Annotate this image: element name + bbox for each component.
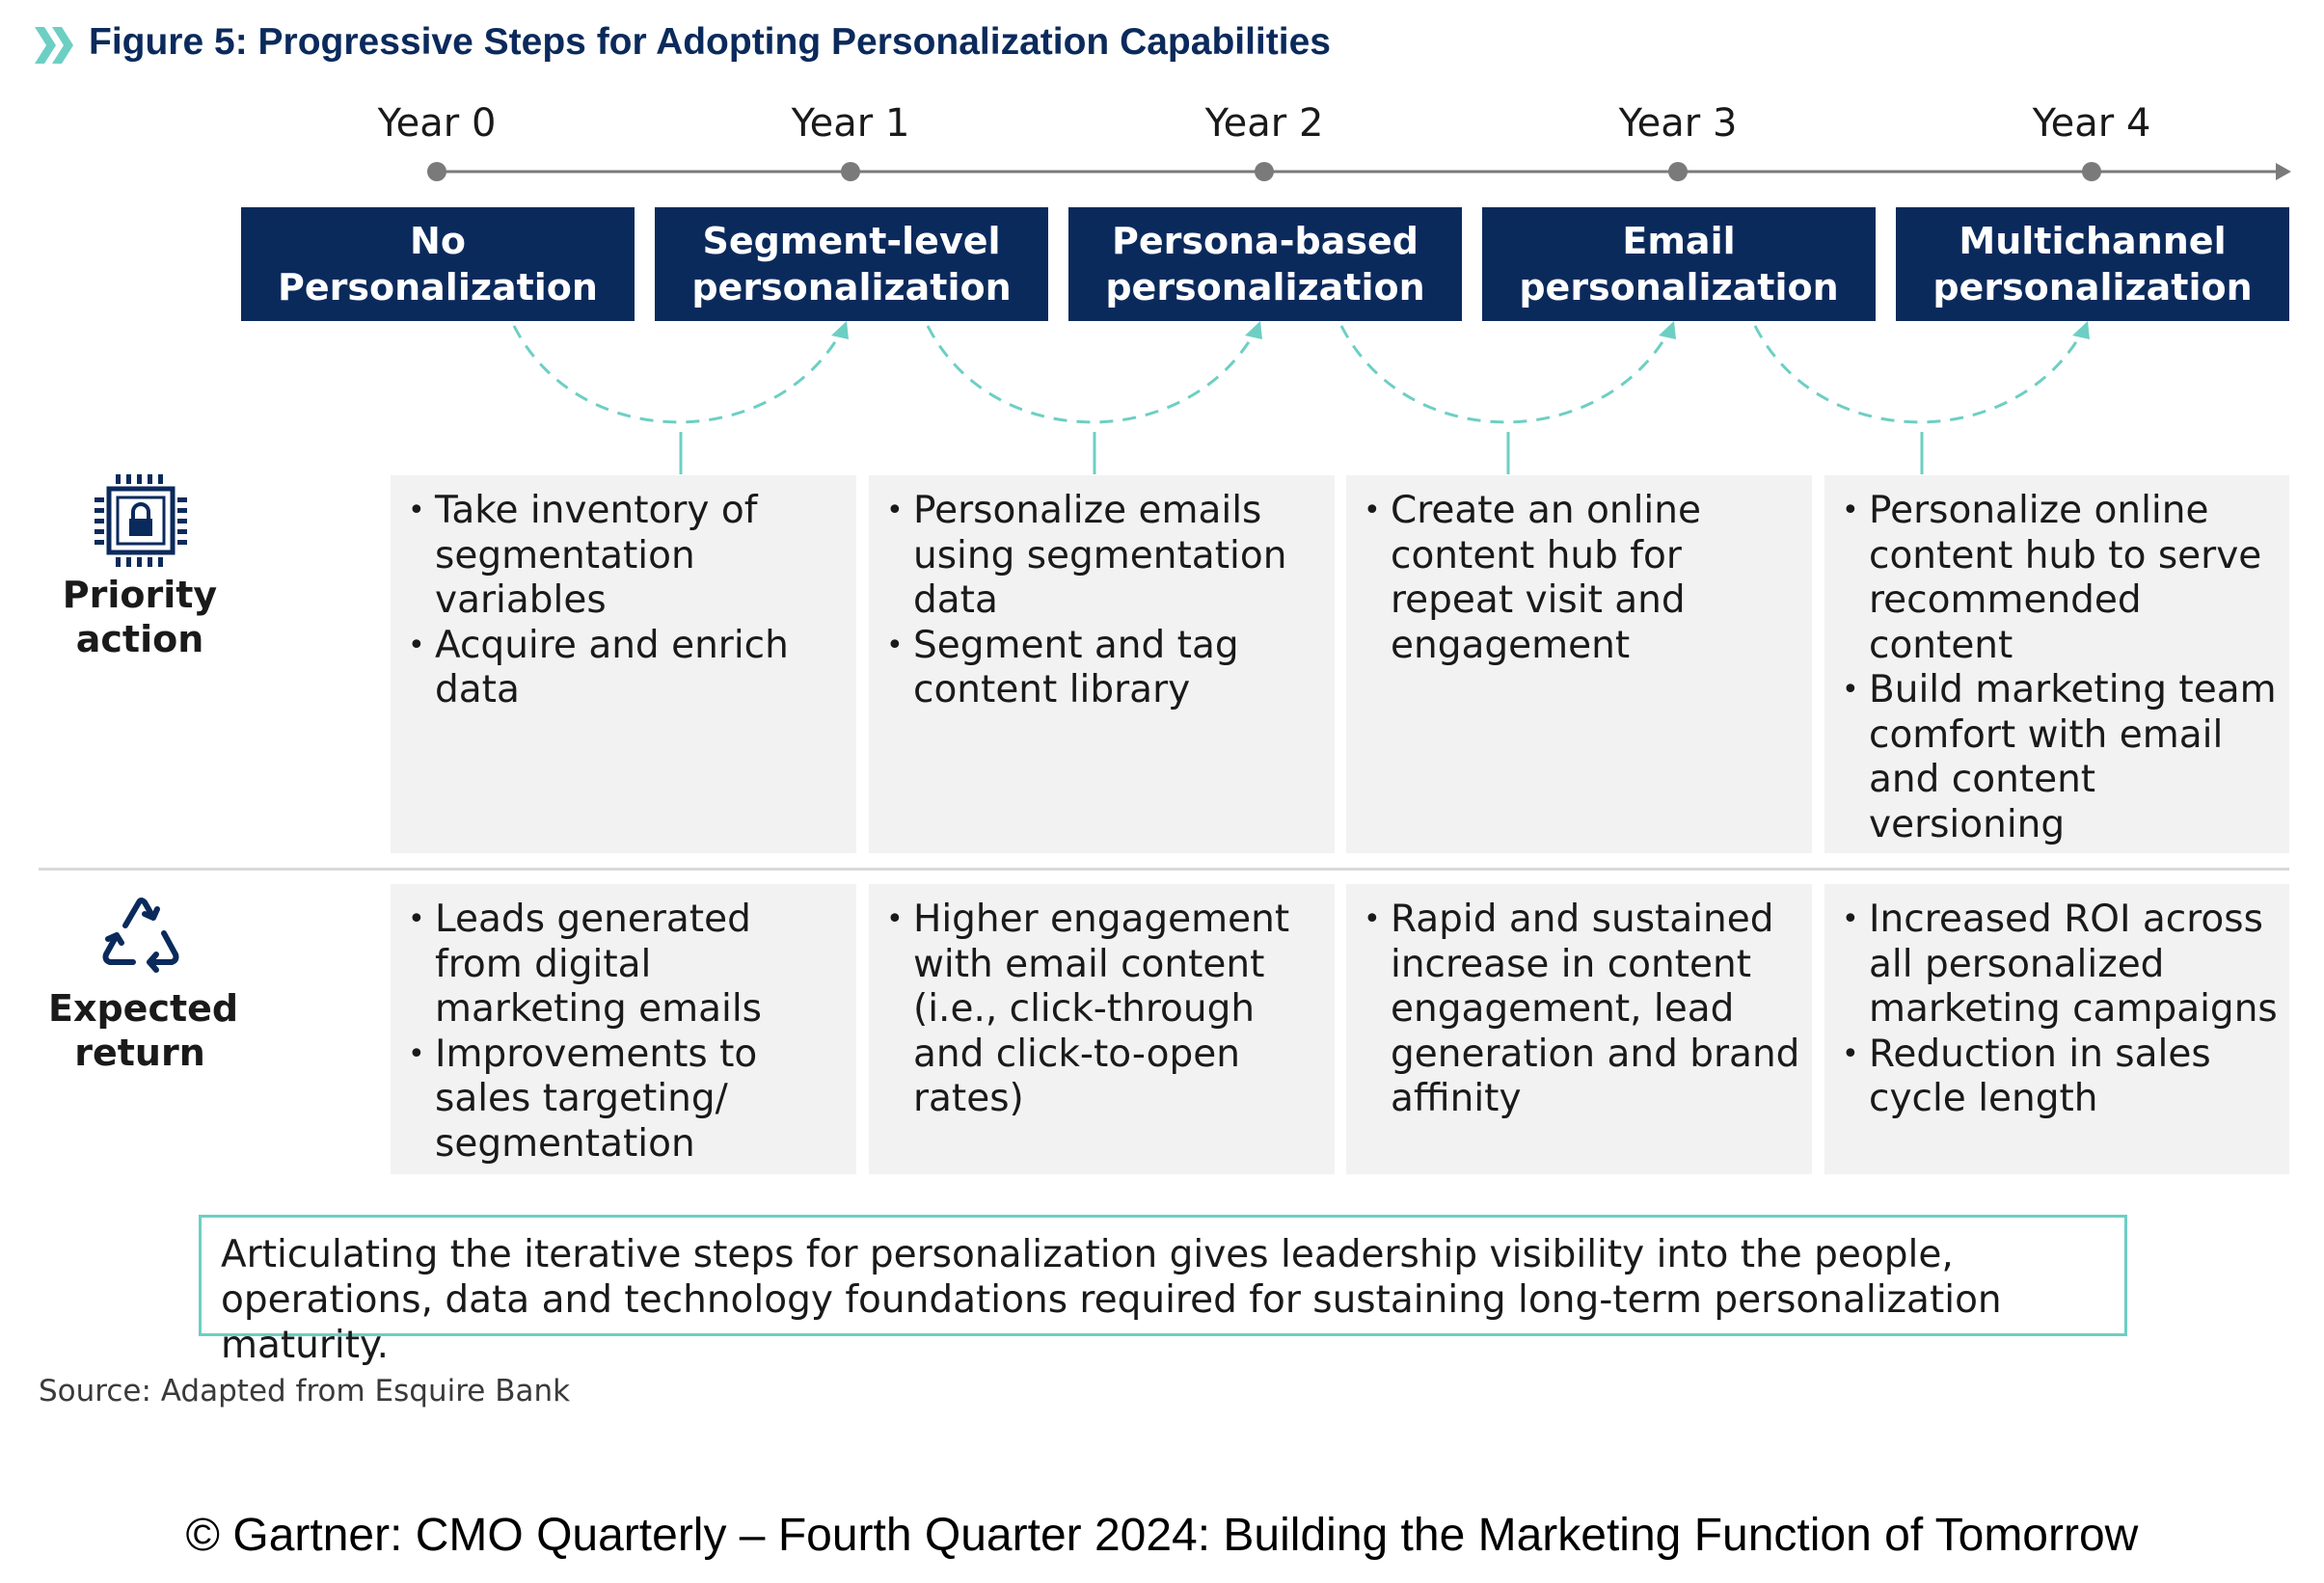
timeline-dot-year-0 (427, 162, 446, 181)
list-item: Improvements to sales targeting/ segment… (404, 1033, 845, 1167)
figure-title: Figure 5: Progressive Steps for Adopting… (89, 21, 1331, 63)
return-cell-3: Rapid and sustained increase in content … (1346, 884, 1812, 1174)
row-label-priority-action: Priority action (48, 573, 231, 661)
connector-arrowhead-4 (2072, 321, 2090, 339)
year-label-2: Year 2 (1204, 101, 1324, 146)
stage-title-line1: No (410, 220, 466, 262)
list-item: Reduction in sales cycle length (1838, 1033, 2278, 1122)
summary-callout: Articulating the iterative steps for per… (199, 1215, 2127, 1367)
year-label-4: Year 4 (2032, 101, 2151, 146)
row-label-expected-return: Expected return (48, 986, 239, 1075)
stage-title-line2: Personalization (278, 266, 598, 309)
timeline-arrowhead (2276, 163, 2291, 180)
priority-cell-4: Personalize online content hub to serve … (1824, 475, 2289, 853)
timeline-dot-year-2 (1255, 162, 1274, 181)
row-label-line1: Expected (48, 987, 239, 1030)
priority-cell-3: Create an online content hub for repeat … (1346, 475, 1812, 853)
connector-arrowhead-3 (1659, 321, 1676, 339)
stage-title-line2: personalization (1932, 266, 2253, 309)
stage-title-line1: Email (1622, 220, 1736, 262)
list-item: Personalize online content hub to serve … (1838, 489, 2278, 668)
priority-cell-1: Take inventory of segmentation variables… (391, 475, 856, 853)
stage-title-line2: personalization (1105, 266, 1425, 309)
list-item: Create an online content hub for repeat … (1360, 489, 1800, 668)
timeline-dot-year-4 (2082, 162, 2101, 181)
connector-arc-3 (1339, 325, 1670, 424)
list-item: Build marketing team comfort with email … (1838, 668, 2278, 847)
timeline-dot-year-1 (841, 162, 860, 181)
stage-title-line1: Multichannel (1959, 220, 2227, 262)
connector-arc-1 (512, 325, 843, 424)
connector-arc-4 (1753, 325, 2084, 424)
year-label-0: Year 0 (377, 101, 497, 146)
return-cell-4: Increased ROI across all personalized ma… (1824, 884, 2289, 1174)
chip-lock-icon (95, 474, 187, 567)
connector-arc-2 (926, 325, 1257, 424)
double-chevron-icon (35, 27, 73, 64)
list-item: Personalize emails using segmentation da… (882, 489, 1323, 624)
recycle-arrows-icon (102, 898, 179, 973)
stage-persona-based: Persona-based personalization (1068, 207, 1462, 321)
stage-no-personalization: No Personalization (241, 207, 635, 321)
stage-multichannel: Multichannel personalization (1896, 207, 2289, 321)
stage-title-line2: personalization (691, 266, 1012, 309)
copyright-footer: © Gartner: CMO Quarterly – Fourth Quarte… (185, 1510, 2139, 1561)
row-label-line2: action (75, 618, 204, 660)
stage-segment-level: Segment-level personalization (655, 207, 1048, 321)
stage-email: Email personalization (1482, 207, 1876, 321)
stage-title-line1: Persona-based (1112, 220, 1419, 262)
return-cell-2: Higher engagement with email content (i.… (869, 884, 1335, 1174)
list-item: Higher engagement with email content (i.… (882, 898, 1323, 1122)
row-divider (39, 868, 2289, 871)
list-item: Acquire and enrich data (404, 624, 845, 713)
connector-arrowhead-1 (831, 321, 849, 339)
list-item: Take inventory of segmentation variables (404, 489, 845, 624)
stage-title-line2: personalization (1519, 266, 1839, 309)
priority-cell-2: Personalize emails using segmentation da… (869, 475, 1335, 853)
list-item: Leads generated from digital marketing e… (404, 898, 845, 1033)
row-label-line1: Priority (62, 574, 218, 616)
list-item: Rapid and sustained increase in content … (1360, 898, 1800, 1122)
year-label-1: Year 1 (791, 101, 910, 146)
source-note: Source: Adapted from Esquire Bank (39, 1374, 571, 1409)
stage-title-line1: Segment-level (702, 220, 1001, 262)
list-item: Increased ROI across all personalized ma… (1838, 898, 2278, 1033)
year-label-3: Year 3 (1618, 101, 1738, 146)
return-cell-1: Leads generated from digital marketing e… (391, 884, 856, 1174)
connector-arrowhead-2 (1245, 321, 1262, 339)
row-label-line2: return (74, 1032, 205, 1074)
timeline-dot-year-3 (1668, 162, 1688, 181)
list-item: Segment and tag content library (882, 624, 1323, 713)
